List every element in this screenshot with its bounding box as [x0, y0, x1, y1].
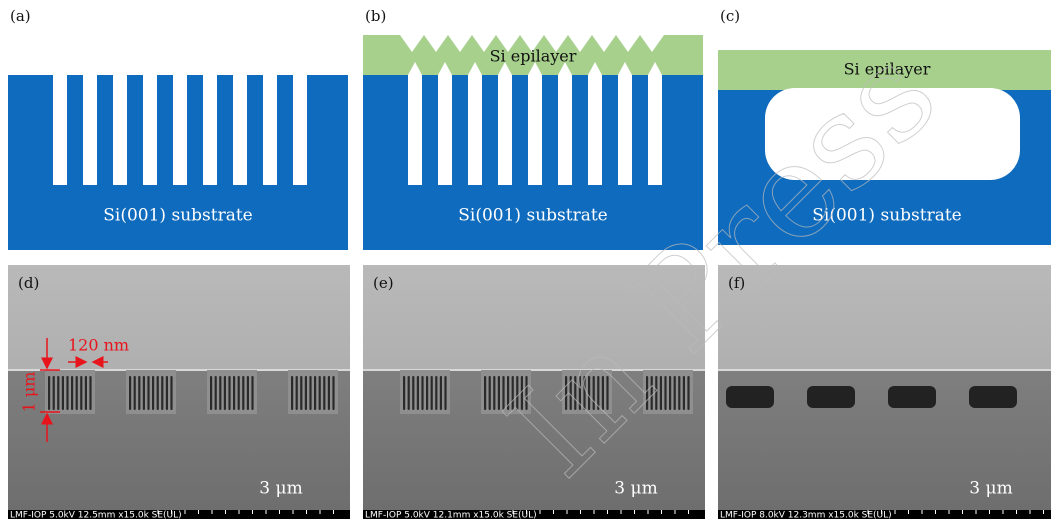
trench	[421, 376, 423, 410]
trench	[403, 376, 405, 410]
trench	[147, 376, 149, 410]
void	[726, 386, 774, 408]
trench	[138, 376, 140, 410]
trench	[498, 75, 512, 185]
trench	[215, 376, 217, 410]
trench	[440, 376, 442, 410]
trench	[62, 376, 64, 410]
trench	[166, 376, 168, 410]
trench	[80, 376, 82, 410]
void	[888, 386, 936, 408]
trench	[242, 376, 244, 410]
trench	[314, 376, 316, 410]
trench	[233, 75, 247, 185]
trench	[438, 75, 452, 185]
trench	[161, 376, 163, 410]
trench	[528, 75, 542, 185]
trench	[89, 376, 91, 410]
trench	[323, 376, 325, 410]
substrate-label: Si(001) substrate	[103, 206, 252, 226]
epilayer-label: Si epilayer	[490, 47, 577, 66]
panel-label: (d)	[18, 274, 39, 292]
trench-group-bg	[45, 370, 95, 414]
trench	[224, 376, 226, 410]
trench	[113, 75, 127, 185]
trench	[173, 75, 187, 185]
trench	[328, 376, 330, 410]
trench	[238, 376, 240, 410]
trench	[319, 376, 321, 410]
trench	[83, 75, 97, 185]
trench	[129, 376, 131, 410]
trench	[468, 75, 482, 185]
footer-text: LMF-IOP 5.0kV 12.5mm x15.0k SE(UL)	[10, 511, 182, 519]
trench	[426, 376, 428, 410]
panel-label: (b)	[365, 7, 386, 25]
depth-annotation: 1 μm	[20, 372, 39, 413]
trench	[48, 376, 50, 410]
trench	[332, 376, 334, 410]
trench	[219, 376, 221, 410]
trench	[143, 376, 145, 410]
footer-text: LMF-IOP 8.0kV 12.3mm x15.0k SE(UL)	[720, 511, 892, 519]
trench	[71, 376, 73, 410]
trench	[85, 376, 87, 410]
trench	[143, 75, 157, 185]
trench	[57, 376, 59, 410]
trench	[309, 376, 311, 410]
trench	[558, 75, 572, 185]
sem-image: (d) 3 μm LMF-IOP 5.0kV 12.5mm x15.0k SE(UL…	[8, 265, 350, 519]
panel-label: (a)	[10, 7, 31, 25]
trench	[435, 376, 437, 410]
trench	[66, 376, 68, 410]
trench	[152, 376, 154, 410]
scale-label: 3 μm	[614, 479, 657, 499]
trench	[210, 376, 212, 410]
trench	[251, 376, 253, 410]
trench	[408, 376, 410, 410]
trench	[203, 75, 217, 185]
trench	[300, 376, 302, 410]
scale-label: 3 μm	[259, 479, 302, 499]
void	[969, 386, 1017, 408]
width-annotation: 120 nm	[68, 336, 129, 355]
trench	[157, 376, 159, 410]
trench	[296, 376, 298, 410]
trench	[233, 376, 235, 410]
trench-group-bg	[400, 370, 450, 414]
trench	[53, 75, 67, 185]
trench-group-bg	[207, 370, 257, 414]
scale-label: 3 μm	[969, 479, 1012, 499]
substrate-label: Si(001) substrate	[458, 206, 607, 226]
trench	[444, 376, 446, 410]
trench	[53, 376, 55, 410]
trench	[293, 75, 307, 185]
trench	[412, 376, 414, 410]
trench	[76, 376, 78, 410]
trench	[247, 376, 249, 410]
footer-text: LMF-IOP 5.0kV 12.1mm x15.0k SE(UL)	[365, 511, 537, 519]
trench-group-bg	[126, 370, 176, 414]
trench	[408, 75, 422, 185]
trench	[648, 75, 662, 185]
figure: (d) 3 μm LMF-IOP 5.0kV 12.5mm x15.0k SE(UL…	[0, 0, 1051, 519]
trench	[134, 376, 136, 410]
trench	[618, 75, 632, 185]
trench	[291, 376, 293, 410]
trench	[170, 376, 172, 410]
panel-label: (c)	[720, 7, 740, 25]
trench	[431, 376, 433, 410]
trench	[263, 75, 277, 185]
trench-group-bg	[288, 370, 338, 414]
trench	[228, 376, 230, 410]
void	[807, 386, 855, 408]
trench	[588, 75, 602, 185]
trench	[417, 376, 419, 410]
trench	[305, 376, 307, 410]
panel-label: (e)	[373, 274, 394, 292]
